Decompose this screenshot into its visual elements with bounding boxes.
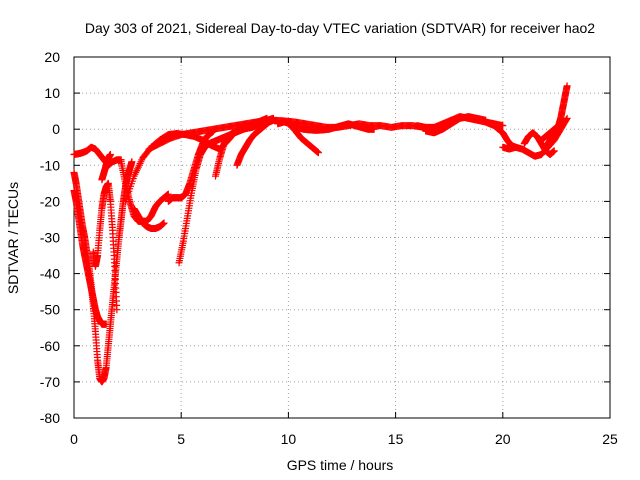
x-tick-label: 25 xyxy=(602,431,618,447)
data-point xyxy=(562,115,570,123)
series-arc-23 xyxy=(537,122,563,144)
x-tick-label: 15 xyxy=(388,431,404,447)
data-point xyxy=(106,150,114,158)
series-arc-6 xyxy=(117,158,172,225)
x-tick-label: 20 xyxy=(495,431,511,447)
series-arc-3 xyxy=(70,158,136,386)
y-axis-label: SDTVAR / TECUs xyxy=(5,182,21,294)
grid xyxy=(74,57,610,418)
axis-ticks xyxy=(73,56,611,419)
data-point xyxy=(314,149,322,157)
data-point xyxy=(209,127,217,135)
x-tick-label: 5 xyxy=(177,431,185,447)
y-tick-label: -40 xyxy=(40,266,60,282)
data-point xyxy=(563,82,571,90)
x-tick-label: 10 xyxy=(281,431,297,447)
y-tick-label: 0 xyxy=(52,121,60,137)
data-point xyxy=(563,114,571,122)
y-tick-label: 10 xyxy=(44,85,60,101)
y-tick-label: -70 xyxy=(40,374,60,390)
data-point xyxy=(555,122,563,130)
y-tick-label: -60 xyxy=(40,338,60,354)
y-tick-label: -80 xyxy=(40,410,60,426)
data-point xyxy=(499,122,507,130)
series-arc-8 xyxy=(130,205,168,232)
y-tick-label: -50 xyxy=(40,302,60,318)
data-point xyxy=(160,219,168,227)
x-tick-label: 0 xyxy=(70,431,78,447)
tick-labels: 0 5 10 15 20 25 -80 -70 -60 -50 -40 -30 -20 -10 0 10 20 xyxy=(40,49,618,447)
series-arc-15 xyxy=(274,118,378,134)
x-axis-label: GPS time / hours xyxy=(287,457,394,473)
y-tick-label: -30 xyxy=(40,230,60,246)
chart-title: Day 303 of 2021, Sidereal Day-to-day VTE… xyxy=(85,20,595,36)
data-point xyxy=(113,306,121,314)
data-point xyxy=(550,147,558,155)
data-point xyxy=(370,125,378,133)
y-tick-label: -10 xyxy=(40,157,60,173)
series-arc-16 xyxy=(284,120,322,157)
data-point xyxy=(164,190,172,198)
data-marks xyxy=(70,82,571,386)
y-tick-label: 20 xyxy=(44,49,60,65)
series-arc-5 xyxy=(98,150,114,184)
series-arc-4 xyxy=(89,179,121,314)
series-arc-13 xyxy=(233,116,275,169)
data-point xyxy=(128,158,136,166)
y-tick-label: -20 xyxy=(40,193,60,209)
series-arc-12 xyxy=(212,114,271,180)
